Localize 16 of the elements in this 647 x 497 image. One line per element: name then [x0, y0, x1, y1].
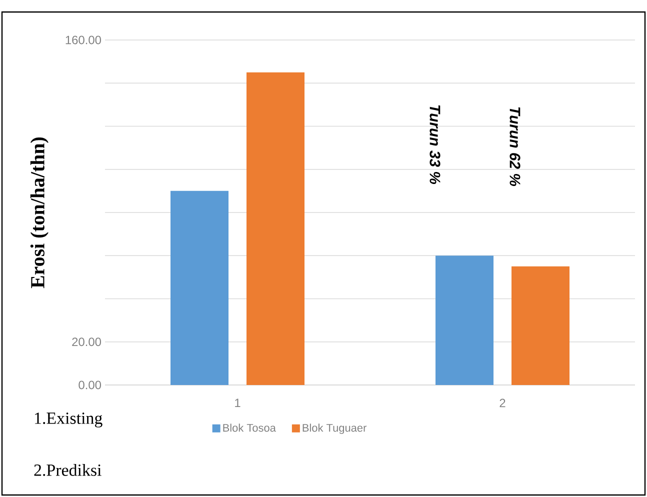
legend-label: Blok Tuguaer: [302, 424, 366, 434]
bar: [512, 266, 570, 385]
x-tick-label: 1: [235, 398, 240, 407]
annotation: Turun 33 %: [430, 105, 440, 184]
text: 1.Existing: [35, 412, 102, 428]
bar: [436, 256, 494, 385]
y-tick-label: 20.00: [72, 338, 102, 346]
bar: [246, 72, 305, 385]
y-tick-label: 0.00: [78, 380, 102, 390]
bar: [170, 190, 229, 385]
y-axis-title: Erosi (ton/ha/thn): [30, 137, 48, 288]
x-tick-label: 2: [500, 398, 506, 408]
legend-label: Blok Tosoa: [223, 424, 276, 432]
annotation: Turun 62 %: [510, 107, 520, 186]
text: 2.Prediksi: [34, 464, 102, 476]
y-tick-label: 160.00: [66, 36, 102, 44]
